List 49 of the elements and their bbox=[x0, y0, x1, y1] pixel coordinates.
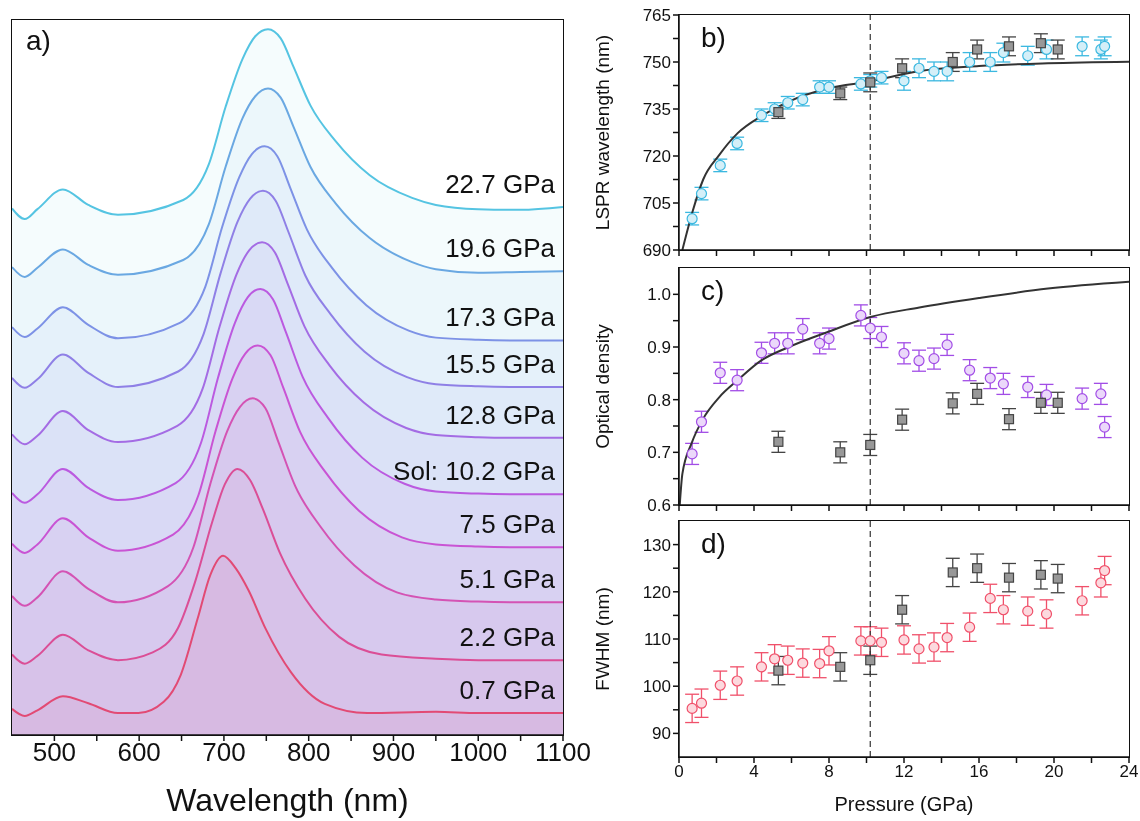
y-axis-title: FWHM (nm) bbox=[591, 587, 613, 691]
series-label: 22.7 GPa bbox=[445, 169, 556, 200]
y-tick-label: 0.9 bbox=[647, 338, 671, 358]
series-label: 0.7 GPa bbox=[459, 675, 556, 706]
x-tick-label: 16 bbox=[969, 762, 989, 782]
y-tick-label: 720 bbox=[642, 147, 671, 167]
series-label: 2.2 GPa bbox=[459, 622, 556, 653]
x-tick-label: 12 bbox=[894, 762, 914, 782]
y-tick-label: 705 bbox=[642, 194, 671, 214]
series-label: 15.5 GPa bbox=[445, 349, 556, 380]
x-tick-label: 800 bbox=[287, 737, 331, 768]
y-tick-label: 690 bbox=[642, 241, 671, 261]
x-axis-title: Pressure (GPa) bbox=[834, 793, 974, 815]
y-tick-label: 0.7 bbox=[647, 443, 671, 463]
x-tick-label: 0 bbox=[674, 762, 684, 782]
x-tick-label: 24 bbox=[1119, 762, 1139, 782]
y-tick-label: 130 bbox=[642, 535, 671, 555]
chart-title: b) bbox=[701, 21, 726, 55]
y-tick-label: 1.0 bbox=[647, 285, 671, 305]
series-label: 7.5 GPa bbox=[459, 509, 556, 540]
y-tick-label: 750 bbox=[642, 53, 671, 73]
series-label: 12.8 GPa bbox=[445, 399, 556, 430]
series-label: 17.3 GPa bbox=[445, 302, 556, 333]
series-label: 5.1 GPa bbox=[459, 564, 556, 595]
x-tick-label: 500 bbox=[32, 737, 77, 768]
x-tick-label: 20 bbox=[1044, 762, 1064, 782]
x-tick-label: 1100 bbox=[535, 737, 591, 768]
y-axis-title: LSPR wavelength (nm) bbox=[591, 34, 613, 231]
y-tick-label: 110 bbox=[643, 630, 671, 650]
chart-title: a) bbox=[26, 24, 51, 58]
y-axis-title: Optical density bbox=[591, 323, 613, 449]
series-label: Sol: 10.2 GPa bbox=[393, 456, 556, 487]
y-tick-label: 0.8 bbox=[647, 390, 671, 410]
chart-title: d) bbox=[701, 527, 726, 561]
x-tick-label: 4 bbox=[749, 762, 759, 782]
y-tick-label: 0.6 bbox=[647, 496, 671, 516]
x-tick-label: 1000 bbox=[449, 737, 508, 768]
series-label: 19.6 GPa bbox=[445, 233, 556, 264]
y-tick-label: 120 bbox=[642, 582, 671, 602]
y-tick-label: 765 bbox=[642, 6, 671, 26]
x-axis-title: Wavelength (nm) bbox=[166, 782, 409, 818]
x-tick-label: 700 bbox=[202, 737, 246, 768]
y-tick-label: 90 bbox=[652, 724, 671, 744]
x-tick-label: 900 bbox=[371, 737, 416, 768]
chart-title: c) bbox=[701, 274, 725, 308]
x-tick-label: 600 bbox=[117, 737, 161, 768]
y-tick-label: 100 bbox=[642, 677, 671, 697]
y-tick-label: 735 bbox=[642, 100, 671, 120]
x-tick-label: 8 bbox=[824, 762, 834, 782]
